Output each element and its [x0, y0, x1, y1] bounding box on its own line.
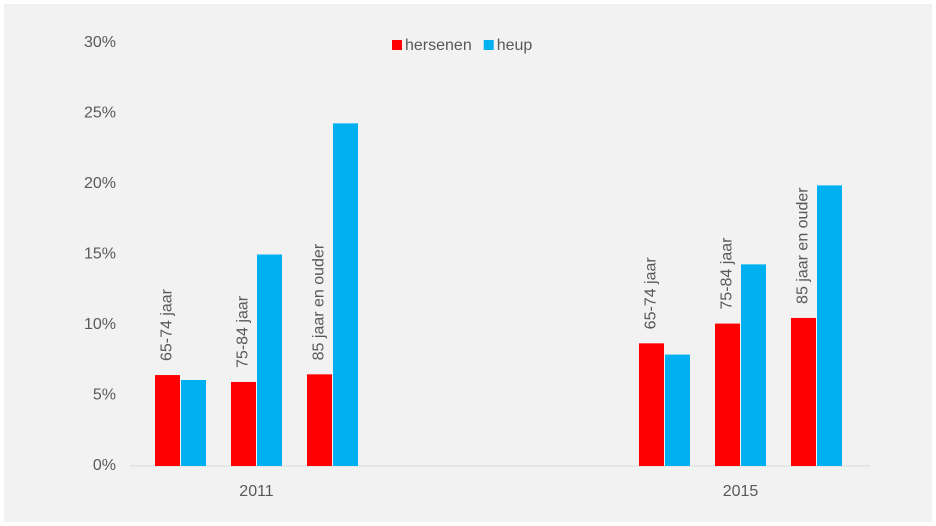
- y-tick-label: 20%: [84, 175, 116, 192]
- bar: [155, 375, 180, 466]
- bar: [231, 381, 256, 466]
- bar: [333, 123, 358, 467]
- y-tick-label: 25%: [84, 105, 116, 122]
- bar: [715, 323, 740, 466]
- y-tick-label: 30%: [84, 34, 116, 51]
- bar: [257, 254, 282, 466]
- bar: [307, 374, 332, 466]
- category-label: 85 jaar en ouder: [795, 187, 812, 304]
- bar: [181, 379, 206, 466]
- y-tick-label: 0%: [93, 457, 116, 474]
- legend-label: heup: [497, 37, 533, 54]
- bar: [665, 354, 690, 466]
- bar: [741, 264, 766, 466]
- legend-swatch: [483, 40, 494, 50]
- legend-swatch: [392, 40, 402, 50]
- category-label: 85 jaar en ouder: [311, 243, 328, 360]
- legend-label: hersenen: [405, 37, 472, 54]
- x-group-label: 2015: [723, 483, 759, 500]
- category-label: 75-84 jaar: [719, 237, 736, 310]
- category-label: 65-74 jaar: [159, 288, 176, 361]
- category-label: 65-74 jaar: [643, 257, 660, 330]
- category-label: 75-84 jaar: [235, 295, 252, 368]
- bar: [639, 343, 664, 466]
- bar: [817, 185, 842, 466]
- x-group-label: 2011: [239, 483, 274, 500]
- bar: [791, 317, 816, 466]
- y-tick-label: 10%: [84, 316, 116, 333]
- y-tick-label: 15%: [84, 246, 116, 263]
- y-tick-label: 5%: [93, 387, 116, 404]
